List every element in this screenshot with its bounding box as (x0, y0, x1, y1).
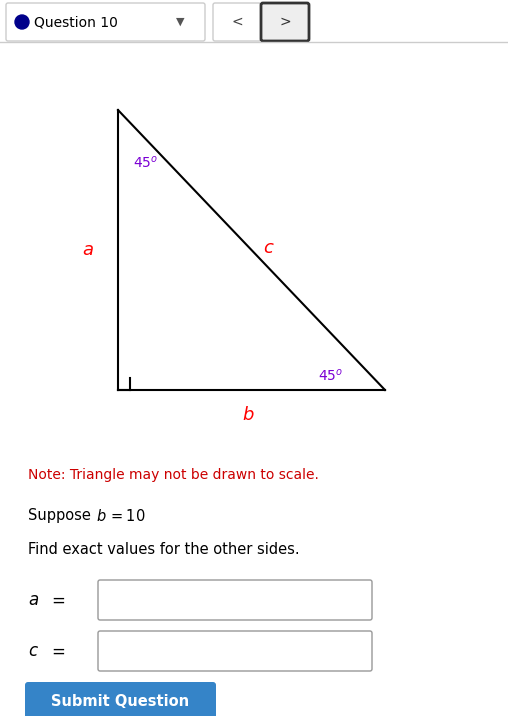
Text: Suppose: Suppose (28, 508, 96, 523)
FancyBboxPatch shape (261, 3, 309, 41)
Text: c: c (263, 239, 273, 257)
Text: >: > (279, 15, 291, 29)
Circle shape (15, 15, 29, 29)
Text: $= 10$: $= 10$ (108, 508, 146, 524)
Text: Find exact values for the other sides.: Find exact values for the other sides. (28, 542, 300, 557)
Text: 45$^o$: 45$^o$ (318, 368, 343, 384)
Text: $b$: $b$ (96, 508, 107, 524)
Text: Question 10: Question 10 (34, 15, 118, 29)
FancyBboxPatch shape (98, 631, 372, 671)
Text: $c$: $c$ (28, 642, 39, 660)
Text: b: b (242, 406, 253, 424)
Text: a: a (82, 241, 93, 259)
FancyBboxPatch shape (213, 3, 261, 41)
Text: Note: Triangle may not be drawn to scale.: Note: Triangle may not be drawn to scale… (28, 468, 319, 482)
Text: <: < (231, 15, 243, 29)
FancyBboxPatch shape (6, 3, 205, 41)
Text: ▼: ▼ (176, 17, 184, 27)
Text: $=$: $=$ (48, 591, 66, 609)
FancyBboxPatch shape (98, 580, 372, 620)
Text: Submit Question: Submit Question (51, 695, 189, 710)
FancyBboxPatch shape (25, 682, 216, 716)
Text: $=$: $=$ (48, 642, 66, 660)
Text: $a$: $a$ (28, 591, 39, 609)
Text: 45$^o$: 45$^o$ (133, 155, 158, 171)
